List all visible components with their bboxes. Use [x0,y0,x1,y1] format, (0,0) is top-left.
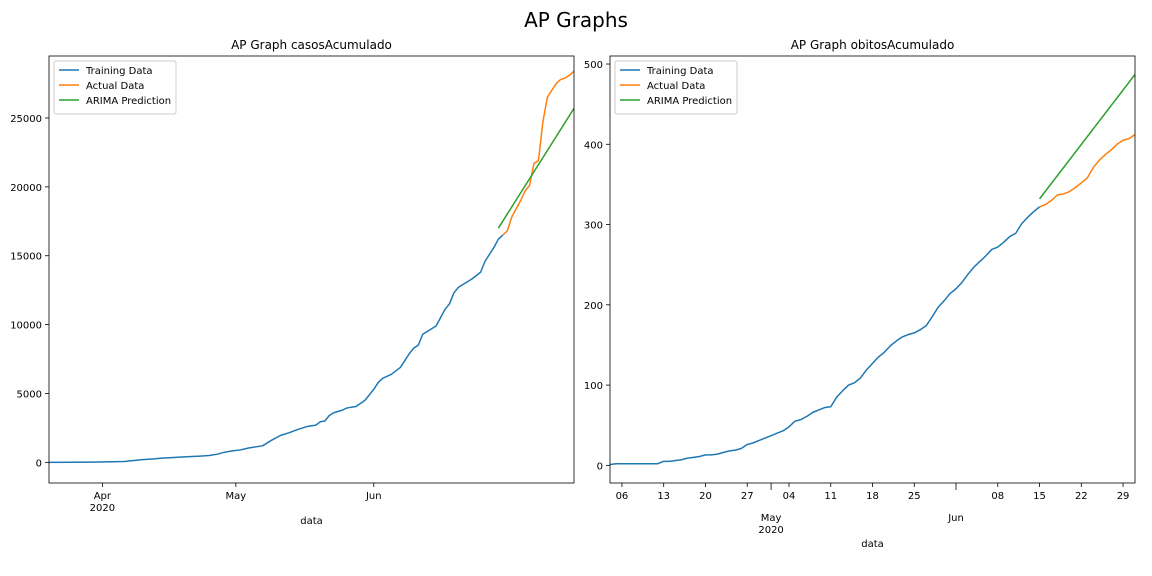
x-tick-sublabel: 2020 [90,503,115,514]
legend-label: ARIMA Prediction [86,96,171,107]
chart-title: AP Graph casosAcumulado [231,38,392,52]
y-tick-label: 100 [584,381,603,392]
x-axis-label: data [861,539,884,550]
y-tick-label: 400 [584,140,603,151]
y-tick-label: 200 [584,301,603,312]
y-tick-label: 20000 [10,183,42,194]
series-line-actual-data [1039,134,1135,208]
y-tick-label: 500 [584,60,603,71]
x-tick-label: 18 [866,491,879,502]
x-tick-label: 15 [1033,491,1046,502]
x-month-label: Jun [947,513,964,524]
x-axis-label: data [300,516,323,527]
legend-label: Training Data [85,66,153,77]
x-tick-label: May [226,491,247,502]
legend-label: Training Data [646,66,714,77]
series-line-training-data [49,234,504,464]
x-tick-label: 06 [616,491,629,502]
legend-label: ARIMA Prediction [647,96,732,107]
series-line-arima-prediction [497,107,574,229]
legend-label: Actual Data [647,81,705,92]
x-tick-label: 25 [908,491,921,502]
y-tick-label: 0 [597,461,603,472]
y-tick-label: 10000 [10,321,42,332]
series-line-arima-prediction [1038,74,1135,200]
x-tick-label: 04 [783,491,796,502]
series-line-actual-data [502,70,574,236]
x-tick-label: Apr [94,491,112,502]
plot-frame [609,55,1136,484]
y-tick-label: 15000 [10,252,42,263]
chart-2: AP Graph obitosAcumulado 0 100 200 300 400 500… [584,38,1136,550]
legend-box [53,60,177,115]
plot-frame [48,55,575,484]
x-tick-label: 13 [657,491,670,502]
x-month-sublabel: 2020 [758,525,783,536]
y-tick-label: 5000 [17,389,42,400]
x-tick-label: 22 [1075,491,1088,502]
x-tick-label: 11 [824,491,837,502]
x-tick-label: 20 [699,491,712,502]
x-tick-label: Jun [365,491,382,502]
legend: Training Data Actual Data ARIMA Prediction [614,60,738,115]
x-month-label: May [761,513,782,524]
legend-box [614,60,738,115]
figure-title: AP Graphs [524,8,628,32]
y-tick-label: 0 [36,458,42,469]
chart-1: AP Graph casosAcumulado 0 5000 10000 15000 20… [10,38,575,527]
y-tick-label: 300 [584,221,603,232]
y-tick-label: 25000 [10,114,42,125]
legend: Training Data Actual Data ARIMA Prediction [53,60,177,115]
x-tick-label: 29 [1117,491,1130,502]
legend-label: Actual Data [86,81,144,92]
x-tick-label: 27 [741,491,754,502]
chart-title: AP Graph obitosAcumulado [791,38,955,52]
series-line-training-data [610,206,1041,466]
x-tick-label: 08 [991,491,1004,502]
